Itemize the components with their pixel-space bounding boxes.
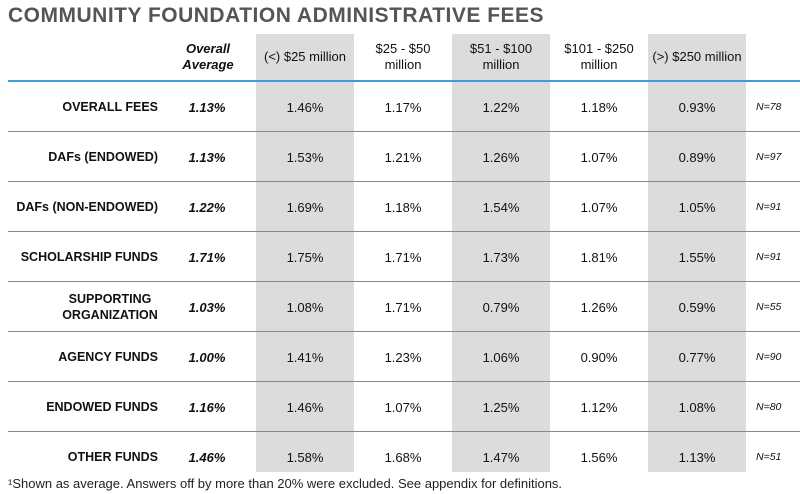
fee-value: 1.23%	[384, 349, 422, 365]
header-gt250: (>) $250 million	[652, 49, 742, 64]
fee-value: 1.71%	[384, 299, 422, 315]
fee-value: 0.79%	[482, 299, 520, 315]
fee-value: 1.21%	[384, 149, 422, 165]
footnote: ¹Shown as average. Answers off by more t…	[8, 476, 563, 491]
fee-value: 1.08%	[286, 299, 324, 315]
overall-average-value: 1.22%	[188, 199, 226, 215]
header-101-250: $101 - $250 million	[564, 41, 634, 72]
fee-value: 1.13%	[678, 449, 716, 465]
fee-value: 0.90%	[580, 349, 618, 365]
fee-value: 1.26%	[482, 149, 520, 165]
header-51-100: $51 - $100 million	[469, 41, 533, 72]
table-row: SCHOLARSHIP FUNDS 1.71% 1.75% 1.71% 1.73% 1.8…	[0, 232, 800, 282]
fee-value: 0.59%	[678, 299, 716, 315]
overall-average-value: 1.71%	[188, 249, 226, 265]
sample-size: N=91	[756, 251, 782, 263]
fee-value: 1.08%	[678, 399, 716, 415]
table-row: DAFs (ENDOWED) 1.13% 1.53% 1.21% 1.26% 1.07% 0…	[0, 132, 800, 182]
shaded-column-51-100	[452, 34, 550, 472]
row-label: SCHOLARSHIP FUNDS	[20, 250, 158, 264]
fee-value: 1.25%	[482, 399, 520, 415]
fee-value: 1.06%	[482, 349, 520, 365]
row-label: OTHER FUNDS	[67, 450, 158, 464]
shaded-column-gt250	[648, 34, 746, 472]
row-divider	[8, 381, 800, 382]
overall-average-value: 1.13%	[188, 99, 226, 115]
header-overall-average: Overall Average	[182, 41, 234, 72]
sample-size: N=78	[756, 101, 782, 113]
header-25-50: $25 - $50 million	[375, 41, 431, 72]
sample-size: N=90	[756, 351, 782, 363]
table-row: SUPPORTING ORGANIZATION 1.03% 1.08% 1.71% 0.…	[0, 282, 800, 332]
table-row: OTHER FUNDS 1.46% 1.58% 1.68% 1.47% 1.56% 1.13…	[0, 432, 800, 482]
fee-value: 1.46%	[286, 399, 324, 415]
fee-value: 1.81%	[580, 249, 618, 265]
overall-average-value: 1.13%	[188, 149, 226, 165]
fee-value: 1.46%	[286, 99, 324, 115]
row-divider	[8, 431, 800, 432]
sample-size: N=51	[756, 451, 782, 463]
row-divider	[8, 181, 800, 182]
fee-value: 0.89%	[678, 149, 716, 165]
fee-value: 1.56%	[580, 449, 618, 465]
overall-average-value: 1.03%	[188, 299, 226, 315]
sample-size: N=55	[756, 301, 782, 313]
table-row: ENDOWED FUNDS 1.16% 1.46% 1.07% 1.25% 1.12% 1.…	[0, 382, 800, 432]
row-label: OVERALL FEES	[62, 100, 158, 114]
fee-value: 1.58%	[286, 449, 324, 465]
fee-value: 1.68%	[384, 449, 422, 465]
fee-value: 1.18%	[384, 199, 422, 215]
row-label: DAFs (NON-ENDOWED)	[16, 200, 158, 214]
fee-value: 1.53%	[286, 149, 324, 165]
table-row: AGENCY FUNDS 1.00% 1.41% 1.23% 1.06% 0.90% 0.7…	[0, 332, 800, 382]
fee-value: 1.18%	[580, 99, 618, 115]
header-divider	[8, 80, 800, 82]
sample-size: N=80	[756, 401, 782, 413]
row-divider	[8, 231, 800, 232]
fee-value: 1.75%	[286, 249, 324, 265]
fee-value: 1.73%	[482, 249, 520, 265]
fee-value: 1.71%	[384, 249, 422, 265]
overall-average-value: 1.16%	[188, 399, 226, 415]
fee-value: 1.17%	[384, 99, 422, 115]
shaded-column-lt25	[256, 34, 354, 472]
sample-size: N=97	[756, 151, 782, 163]
row-divider	[8, 131, 800, 132]
overall-average-value: 1.46%	[188, 449, 226, 465]
fee-value: 1.41%	[286, 349, 324, 365]
fee-value: 1.07%	[580, 199, 618, 215]
fee-value: 0.77%	[678, 349, 716, 365]
fee-value: 1.22%	[482, 99, 520, 115]
sample-size: N=91	[756, 201, 782, 213]
row-label: DAFs (ENDOWED)	[48, 150, 158, 164]
row-divider	[8, 331, 800, 332]
overall-average-value: 1.00%	[188, 349, 226, 365]
header-lt25: (<) $25 million	[263, 49, 346, 64]
fee-value: 1.07%	[384, 399, 422, 415]
row-label: SUPPORTING ORGANIZATION	[62, 292, 158, 322]
fee-value: 1.54%	[482, 199, 520, 215]
fee-value: 1.12%	[580, 399, 618, 415]
fee-value: 1.26%	[580, 299, 618, 315]
row-label: AGENCY FUNDS	[58, 350, 158, 364]
table-row: OVERALL FEES 1.13% 1.46% 1.17% 1.22% 1.18% 0.9…	[0, 82, 800, 132]
row-divider	[8, 281, 800, 282]
fee-value: 1.07%	[580, 149, 618, 165]
fee-value: 1.47%	[482, 449, 520, 465]
fee-value: 1.55%	[678, 249, 716, 265]
fee-value: 1.69%	[286, 199, 324, 215]
fee-value: 0.93%	[678, 99, 716, 115]
row-label: ENDOWED FUNDS	[46, 400, 158, 414]
page-title: COMMUNITY FOUNDATION ADMINISTRATIVE FEES	[8, 4, 545, 27]
table-row: DAFs (NON-ENDOWED) 1.22% 1.69% 1.18% 1.54% 1.…	[0, 182, 800, 232]
fee-value: 1.05%	[678, 199, 716, 215]
